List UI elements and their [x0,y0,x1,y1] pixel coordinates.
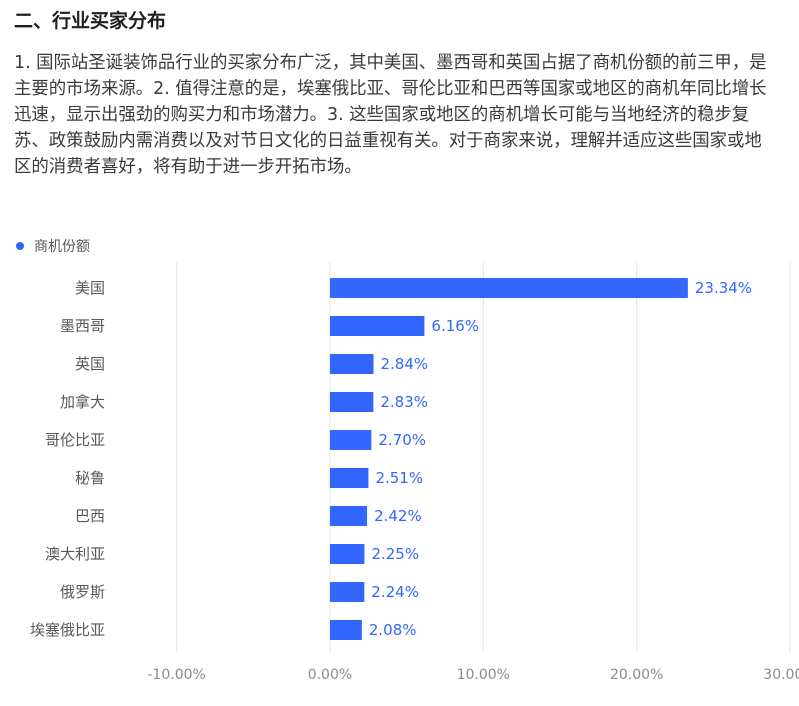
category-label: 埃塞俄比亚 [30,621,105,639]
x-tick-label: 0.00% [308,667,352,683]
category-label: 澳大利亚 [45,545,105,563]
chart-legend[interactable]: 商机份额 [16,236,90,256]
value-labels: 23.34% 6.16% 2.84% 2.83% 2.70% 2.51% 2.42% 2.25… [369,279,752,639]
category-label: 墨西哥 [60,317,105,335]
x-axis-ticks: -10.00% 0.00% 10.00% 20.00% 30.00% [147,667,799,683]
category-label: 秘鲁 [75,469,105,487]
legend-label: 商机份额 [34,239,90,255]
category-label: 加拿大 [60,393,105,411]
bar[interactable] [329,392,374,412]
x-tick-label: -10.00% [147,667,205,683]
grid-lines [176,262,791,652]
bar[interactable] [329,354,374,374]
category-label: 哥伦比亚 [45,431,105,449]
bar[interactable] [329,582,365,602]
legend-dot-icon [16,242,24,250]
data-label: 2.83% [380,393,428,411]
data-label: 2.84% [381,355,429,373]
data-label: 2.51% [375,469,423,487]
x-tick-label: 30.00% [763,667,799,683]
section-title: 二、行业买家分布 [14,10,167,32]
data-label: 6.16% [431,317,479,335]
bar[interactable] [329,506,368,526]
bars [329,278,688,640]
bar[interactable] [329,316,425,336]
data-label: 2.70% [378,431,426,449]
bar[interactable] [329,430,372,450]
x-tick-label: 20.00% [610,667,663,683]
bar[interactable] [329,620,362,640]
bar[interactable] [329,544,365,564]
data-label: 2.25% [371,545,419,563]
category-label: 俄罗斯 [60,583,105,601]
category-label: 英国 [75,355,105,373]
data-label: 2.08% [369,621,417,639]
category-label: 美国 [75,279,105,297]
bar[interactable] [329,278,688,298]
bar[interactable] [329,468,369,488]
data-label: 23.34% [695,279,752,297]
data-label: 2.24% [371,583,419,601]
data-label: 2.42% [374,507,422,525]
section-paragraph: 1. 国际站圣诞装饰品行业的买家分布广泛，其中美国、墨西哥和英国占据了商机份额的… [14,53,767,177]
category-label: 巴西 [75,507,105,525]
x-tick-label: 10.00% [457,667,510,683]
